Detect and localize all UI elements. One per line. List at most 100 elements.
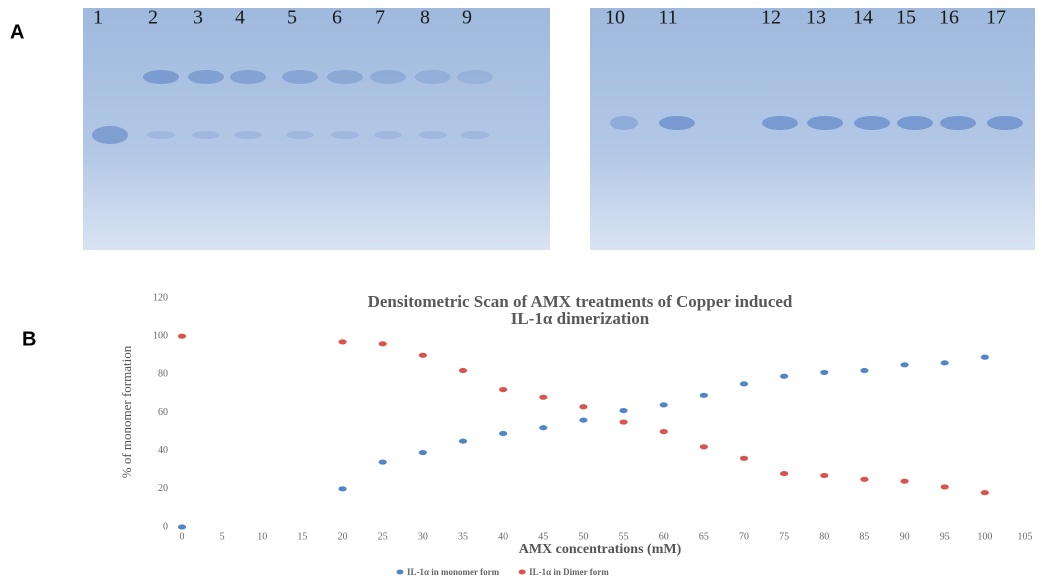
- gel-band: [188, 70, 224, 84]
- point: [980, 354, 989, 360]
- y-axis-label: % of monomer formation: [119, 345, 134, 478]
- point: [980, 490, 989, 496]
- lane-label: 11: [658, 7, 677, 29]
- lane-label: 15: [896, 7, 916, 29]
- gel-band: [610, 116, 638, 130]
- point: [178, 333, 187, 339]
- x-tick-label: 35: [458, 531, 468, 542]
- lane-label: 10: [605, 7, 625, 29]
- x-tick-label: 105: [1018, 531, 1033, 542]
- x-axis-label: AMX concentrations (mM): [519, 542, 682, 557]
- point: [860, 476, 869, 482]
- panel-label: B: [22, 328, 36, 350]
- gel-left: [83, 8, 550, 250]
- point: [418, 352, 427, 358]
- point: [178, 524, 187, 530]
- panel-label: A: [10, 21, 24, 43]
- point: [900, 478, 909, 484]
- point: [418, 450, 427, 456]
- gel-band: [331, 131, 359, 139]
- x-tick-label: 10: [257, 531, 267, 542]
- point: [860, 368, 869, 374]
- y-tick-label: 100: [153, 330, 168, 341]
- gel-band: [192, 131, 220, 139]
- point: [780, 471, 789, 477]
- point: [378, 459, 387, 465]
- point: [499, 430, 508, 436]
- point: [499, 387, 508, 393]
- gel-band: [230, 70, 266, 84]
- gel-band: [419, 131, 447, 139]
- y-tick-label: 120: [153, 292, 168, 303]
- point: [579, 404, 588, 410]
- x-tick-label: 95: [940, 531, 950, 542]
- chart-title: IL-1α dimerization: [511, 309, 650, 328]
- gel-band: [370, 70, 406, 84]
- gel-band: [286, 131, 314, 139]
- gel-band: [987, 116, 1023, 130]
- gel-band: [92, 126, 128, 144]
- gel-band: [940, 116, 976, 130]
- gel-right: [590, 8, 1035, 250]
- lane-label: 8: [420, 7, 430, 29]
- gel-band: [143, 70, 179, 84]
- gel-band: [897, 116, 933, 130]
- point: [740, 381, 749, 387]
- gel-band: [282, 70, 318, 84]
- point: [378, 341, 387, 347]
- x-tick-label: 20: [338, 531, 348, 542]
- x-tick-label: 75: [779, 531, 789, 542]
- point: [659, 402, 668, 408]
- x-tick-label: 50: [578, 531, 588, 542]
- lane-label: 5: [287, 7, 297, 29]
- point: [338, 339, 347, 345]
- point: [780, 373, 789, 379]
- x-tick-label: 30: [418, 531, 428, 542]
- y-tick-label: 0: [163, 521, 168, 532]
- point: [459, 438, 468, 444]
- lane-label: 3: [193, 7, 203, 29]
- point: [699, 444, 708, 450]
- point: [338, 486, 347, 492]
- x-tick-label: 0: [180, 531, 185, 542]
- gel-band: [327, 70, 363, 84]
- legend-label: IL-1α in Dimer form: [529, 567, 609, 577]
- point: [900, 362, 909, 368]
- point: [659, 429, 668, 435]
- lane-label: 7: [375, 7, 385, 29]
- y-tick-label: 60: [158, 407, 168, 418]
- point: [539, 394, 548, 400]
- y-tick-label: 80: [158, 369, 168, 380]
- point: [619, 419, 628, 425]
- point: [539, 425, 548, 431]
- point: [940, 484, 949, 490]
- lane-label: 17: [986, 7, 1006, 29]
- x-tick-label: 65: [699, 531, 709, 542]
- x-tick-label: 5: [220, 531, 225, 542]
- gel-band: [457, 70, 493, 84]
- lane-label: 6: [332, 7, 342, 29]
- x-tick-label: 40: [498, 531, 508, 542]
- point: [579, 417, 588, 423]
- gel-band: [854, 116, 890, 130]
- x-tick-label: 90: [900, 531, 910, 542]
- gel-band: [807, 116, 843, 130]
- point: [699, 392, 708, 398]
- gel-band: [762, 116, 798, 130]
- lane-label: 1: [93, 7, 103, 29]
- lane-label: 12: [761, 7, 781, 29]
- x-tick-label: 45: [538, 531, 548, 542]
- point: [820, 472, 829, 478]
- legend-marker: [397, 570, 404, 575]
- x-tick-label: 70: [739, 531, 749, 542]
- lane-label: 2: [148, 7, 158, 29]
- x-tick-label: 100: [977, 531, 992, 542]
- lane-label: 16: [939, 7, 959, 29]
- figure: A B Densitometric Scan of AMX treatments…: [0, 0, 1042, 580]
- point: [740, 455, 749, 461]
- x-tick-label: 25: [378, 531, 388, 542]
- y-tick-label: 20: [158, 483, 168, 494]
- gel-band: [659, 116, 695, 130]
- gel-band: [147, 131, 175, 139]
- lane-label: 13: [806, 7, 826, 29]
